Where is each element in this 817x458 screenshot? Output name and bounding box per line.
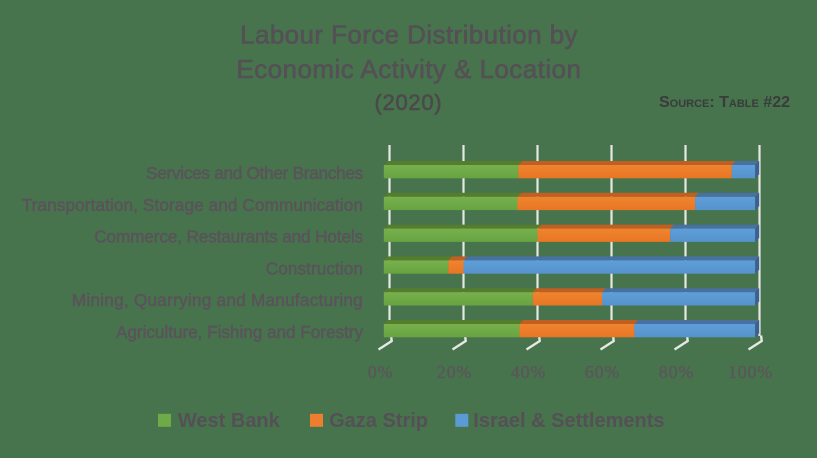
svg-text:Transportation, Storage and Co: Transportation, Storage and Communicatio… <box>22 195 363 215</box>
svg-text:80%: 80% <box>659 362 694 382</box>
svg-text:Economic Activity & Location: Economic Activity & Location <box>236 54 581 84</box>
svg-text:Mining, Quarrying and Manufact: Mining, Quarrying and Manufacturing <box>72 290 363 310</box>
svg-text:Agriculture, Fishing and Fores: Agriculture, Fishing and Forestry <box>116 322 363 342</box>
svg-text:20%: 20% <box>437 362 472 382</box>
svg-text:Gaza Strip: Gaza Strip <box>329 410 428 432</box>
svg-text:Commerce, Restaurants and Hote: Commerce, Restaurants and Hotels <box>94 227 363 247</box>
svg-text:Israel & Settlements: Israel & Settlements <box>473 410 664 432</box>
svg-text:Source: Table #22: Source: Table #22 <box>659 94 790 111</box>
svg-text:60%: 60% <box>585 362 620 382</box>
svg-text:40%: 40% <box>511 362 546 382</box>
svg-text:Services and Other Branches: Services and Other Branches <box>146 163 363 183</box>
svg-text:(2020): (2020) <box>375 90 443 115</box>
svg-text:100%: 100% <box>728 362 773 382</box>
svg-text:Construction: Construction <box>266 258 363 278</box>
svg-text:West Bank: West Bank <box>178 410 281 432</box>
svg-text:Labour Force Distribution by: Labour Force Distribution by <box>240 19 578 49</box>
svg-text:0%: 0% <box>368 362 394 382</box>
